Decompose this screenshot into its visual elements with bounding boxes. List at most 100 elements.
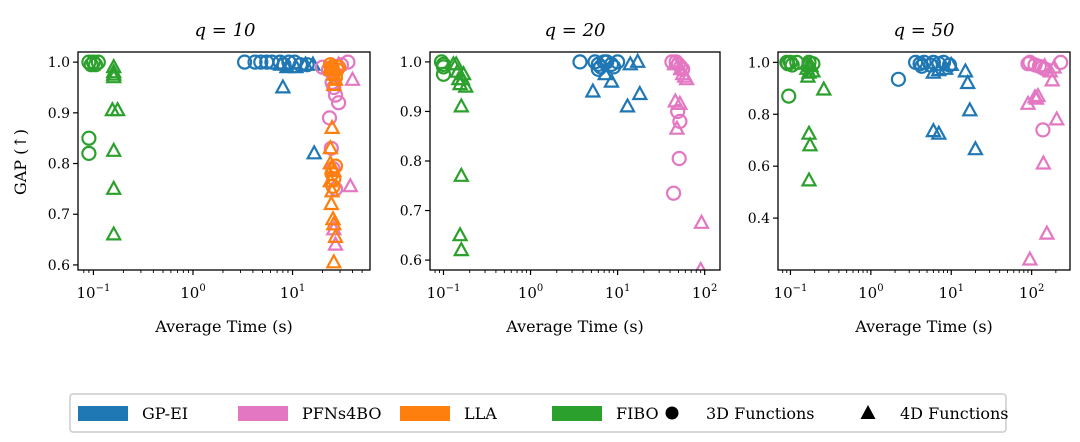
x-tick-label: 101 (939, 283, 964, 302)
point-4d (1045, 58, 1063, 74)
point-4d (584, 82, 602, 98)
point-4d (278, 57, 296, 74)
y-tick-label: 0.4 (748, 211, 770, 227)
y-tick-label: 0.7 (400, 204, 422, 220)
point-4d (619, 97, 636, 113)
axes-frame (429, 51, 721, 271)
point-4d (455, 65, 472, 81)
point-4d (1036, 57, 1053, 73)
point-3d (237, 54, 253, 70)
point-4d (452, 166, 470, 182)
panel-3: q = 50 0.4 0.6 0.8 1.0 10−1 100 101 102 Average T… (748, 20, 1071, 336)
x-tick-label: 100 (518, 283, 543, 302)
point-4d (274, 78, 292, 94)
point-3d (781, 88, 797, 104)
data-points (81, 54, 361, 269)
point-4d (287, 57, 305, 74)
point-3d (81, 130, 97, 146)
data-points (779, 54, 1069, 266)
data-points (433, 52, 710, 270)
x-tick-label: 101 (280, 283, 305, 302)
point-4d (668, 119, 686, 135)
legend-label: LLA (464, 404, 497, 423)
point-3d (326, 79, 342, 96)
y-tick-label: 0.8 (48, 157, 70, 173)
point-4d (799, 67, 817, 83)
point-4d (603, 72, 620, 88)
y-tick-label: 0.6 (48, 258, 70, 274)
legend-swatch (238, 406, 288, 421)
point-4d (105, 225, 123, 241)
point-3d (83, 57, 99, 73)
point-3d (572, 54, 588, 70)
point-3d (609, 54, 626, 70)
y-tick-label: 0.8 (748, 107, 770, 123)
point-3d (90, 54, 106, 70)
point-4d (105, 65, 123, 81)
point-4d (942, 55, 960, 71)
point-4d (105, 141, 123, 157)
point-4d (629, 52, 647, 68)
point-4d (109, 101, 126, 117)
shared-ylabel: GAP (↑) (11, 129, 30, 195)
y-tick-label: 1.0 (748, 55, 770, 71)
point-4d (925, 63, 942, 79)
axes-frame (77, 51, 371, 271)
legend-entry-4d-functions: 4D Functions (860, 404, 1008, 423)
point-4d (105, 179, 123, 195)
point-4d (695, 260, 706, 270)
x-axis-label: Average Time (s) (854, 317, 993, 336)
point-4d (325, 215, 343, 231)
legend-entry-3d-functions: 3D Functions (665, 404, 814, 423)
point-3d (670, 56, 687, 73)
point-4d (671, 94, 689, 110)
point-3d (327, 87, 344, 103)
circle-marker-icon (665, 406, 679, 420)
point-4d (959, 73, 977, 90)
y-tick-label: 0.7 (48, 207, 70, 223)
x-tick-label: 101 (605, 283, 630, 302)
y-tick-label: 0.9 (48, 106, 70, 122)
point-4d (1043, 71, 1061, 87)
legend-entry-lla: LLA (400, 404, 497, 423)
axes-frame (777, 51, 1071, 271)
legend-label: 3D Functions (706, 404, 814, 423)
point-3d (665, 185, 682, 201)
y-tick-label: 1.0 (48, 55, 70, 71)
y-tick-label: 0.6 (400, 253, 422, 269)
point-4d (341, 177, 359, 193)
point-4d (815, 80, 833, 96)
point-4d (930, 124, 948, 140)
point-3d (914, 58, 930, 74)
legend-entry-pfns4bo: PFNs4BO (238, 404, 381, 423)
panel-title: q = 10 (195, 20, 256, 41)
point-3d (81, 54, 97, 70)
legend-swatch (552, 406, 602, 421)
point-3d (670, 103, 686, 120)
point-4d (327, 227, 344, 243)
point-4d (1035, 154, 1052, 170)
panel-2: q = 20 0.6 0.7 0.8 0.9 1.0 10−1 100 101 102 Averag… (400, 20, 721, 336)
point-4d (322, 139, 339, 155)
panel-title: q = 20 (545, 20, 606, 41)
legend-frame (69, 393, 1007, 433)
point-4d (666, 55, 683, 71)
point-3d (1035, 122, 1051, 138)
legend-entry-fibo: FIBO (552, 404, 659, 423)
y-tick-label: 0.9 (400, 104, 422, 120)
point-4d (937, 59, 954, 75)
point-3d (331, 95, 347, 111)
y-tick-label: 1.0 (400, 55, 422, 71)
point-3d (87, 57, 104, 73)
point-4d (1029, 86, 1047, 103)
point-4d (323, 118, 341, 134)
point-4d (105, 63, 123, 79)
x-tick-label: 10−1 (427, 283, 461, 302)
point-3d (671, 150, 687, 167)
point-4d (105, 68, 123, 84)
point-4d (693, 213, 710, 229)
legend-label: PFNs4BO (302, 404, 381, 423)
y-tick-label: 0.8 (400, 154, 422, 170)
legend: GP-EI PFNs4BO LLA FIBO 3D Functions 4D Functi… (69, 393, 1008, 433)
point-3d (81, 145, 97, 161)
